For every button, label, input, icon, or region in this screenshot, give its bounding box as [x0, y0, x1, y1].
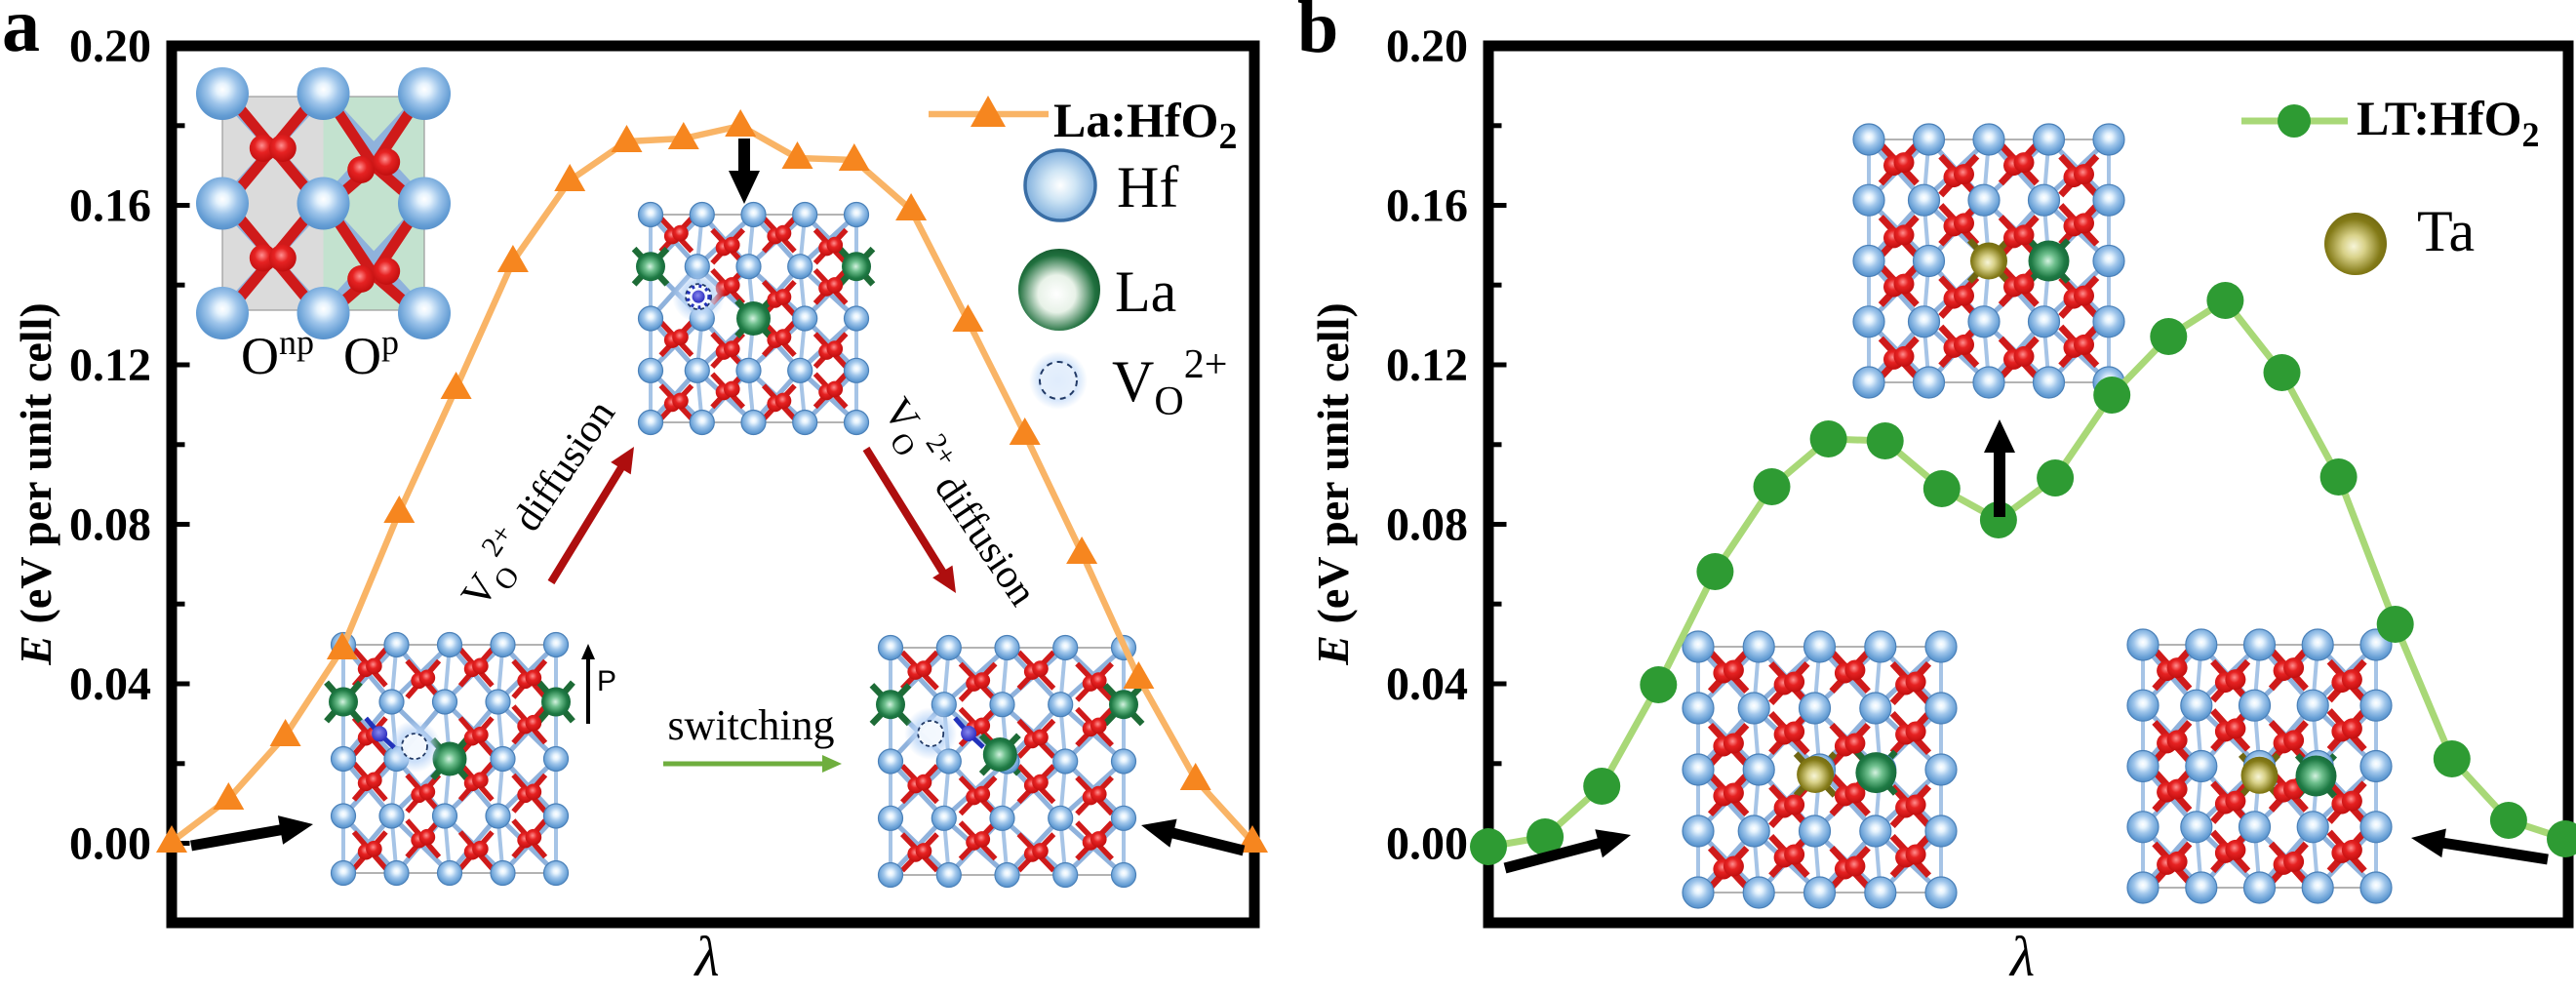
svg-text:Ta: Ta [2417, 199, 2475, 263]
svg-text:0.20: 0.20 [69, 20, 151, 72]
svg-text:Hf: Hf [1117, 155, 1178, 219]
svg-text:La: La [1115, 259, 1176, 324]
svg-text:E (eV per unit cell): E (eV per unit cell) [11, 302, 60, 665]
svg-text:La:HfO2: La:HfO2 [1053, 93, 1237, 157]
svg-text:P: P [597, 665, 616, 697]
svg-text:0.08: 0.08 [1386, 499, 1468, 551]
svg-text:0.08: 0.08 [69, 499, 151, 551]
svg-text:0.12: 0.12 [1386, 339, 1468, 391]
svg-text:0.20: 0.20 [1386, 20, 1468, 72]
svg-text:a: a [2, 0, 40, 67]
svg-text:0.00: 0.00 [69, 818, 151, 870]
svg-text:0.16: 0.16 [1386, 180, 1468, 232]
svg-text:0.04: 0.04 [1386, 658, 1468, 710]
svg-text:LT:HfO2: LT:HfO2 [2357, 91, 2539, 154]
svg-text:λ: λ [693, 925, 719, 988]
svg-text:E (eV per unit cell): E (eV per unit cell) [1308, 302, 1358, 665]
svg-text:switching: switching [667, 701, 834, 749]
svg-text:0.04: 0.04 [69, 658, 151, 710]
svg-text:0.00: 0.00 [1386, 818, 1468, 870]
svg-text:λ: λ [2008, 925, 2035, 988]
svg-text:b: b [1297, 0, 1338, 68]
svg-text:0.12: 0.12 [69, 339, 151, 391]
svg-text:0.16: 0.16 [69, 180, 151, 232]
